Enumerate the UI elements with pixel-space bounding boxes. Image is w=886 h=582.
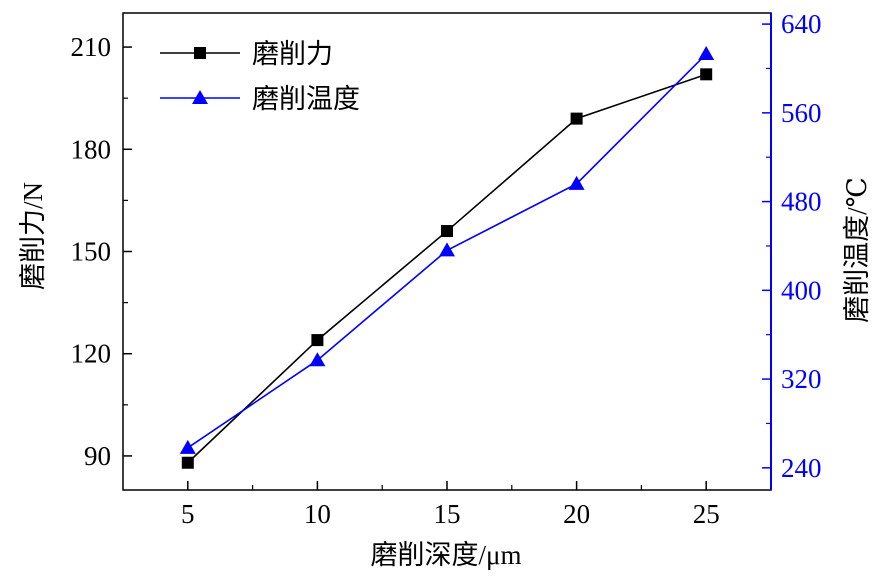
x-tick-label: 5 (181, 499, 195, 529)
legend-label: 磨削力 (252, 39, 333, 69)
legend-label: 磨削温度 (252, 84, 360, 114)
x-axis-ticks: 5 10 15 20 25 (181, 481, 720, 529)
x-tick-label: 25 (693, 499, 720, 529)
left-y-tick-label: 150 (71, 237, 112, 267)
left-y-axis-ticks: 90 120 150 180 210 (71, 32, 132, 471)
data-point-triangle (309, 352, 326, 367)
right-y-tick-label: 640 (781, 9, 822, 39)
right-y-tick-label: 480 (781, 187, 822, 217)
right-y-tick-label: 240 (781, 453, 822, 483)
data-point-square (570, 112, 583, 125)
legend-marker (194, 47, 206, 59)
x-tick-label: 15 (434, 499, 461, 529)
x-tick-label: 20 (563, 499, 590, 529)
right-y-tick-label: 400 (781, 275, 822, 305)
left-y-tick-label: 180 (71, 134, 112, 164)
data-point-square (181, 456, 194, 469)
left-y-axis-label: 磨削力/N (18, 182, 48, 290)
left-y-tick-label: 90 (84, 441, 111, 471)
right-y-tick-label: 560 (781, 98, 822, 128)
x-tick-label: 10 (304, 499, 331, 529)
data-point-square (441, 225, 453, 238)
data-point-triangle (439, 242, 455, 257)
right-y-axis-label: 磨削温度/℃ (842, 177, 872, 323)
data-point-square (700, 68, 713, 81)
series-layer (179, 46, 715, 469)
data-point-triangle (568, 175, 585, 190)
right-y-tick-label: 320 (781, 364, 822, 394)
data-point-square (311, 334, 324, 347)
left-y-tick-label: 120 (71, 339, 112, 369)
x-axis-label: 磨削深度/μm (371, 540, 522, 570)
data-point-triangle (698, 46, 715, 61)
right-y-axis-ticks: 240 320 400 480 560 640 (762, 9, 822, 483)
data-point-triangle (179, 439, 196, 454)
legend-marker (192, 90, 208, 104)
left-y-tick-label: 210 (71, 32, 112, 62)
